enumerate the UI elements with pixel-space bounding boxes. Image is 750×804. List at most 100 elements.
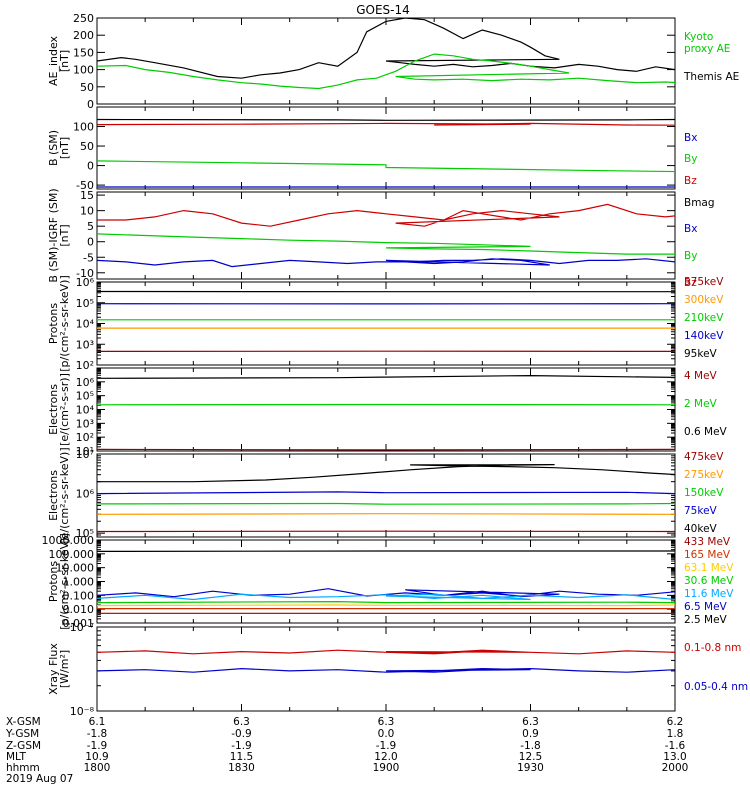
- legend-entry: 2 MeV: [684, 398, 718, 410]
- legend-entry: 2.5 MeV: [684, 614, 728, 626]
- legend-entry: 0.6 MeV: [684, 426, 728, 438]
- legend-entry: 140keV: [684, 330, 724, 342]
- ephemeris-value: 1930: [517, 762, 544, 774]
- series-line: [97, 492, 675, 494]
- y-tick-label: 10⁴: [76, 318, 95, 331]
- y-tick-label: 0: [87, 160, 94, 173]
- chart-title: GOES-14: [356, 3, 410, 17]
- y-tick-label: 10²: [76, 431, 94, 444]
- y-tick-label: 100: [73, 121, 94, 134]
- y-tick-label: 10⁻⁷: [70, 621, 94, 634]
- panel-4: 10²10³10⁴10⁵10⁶Protons[p/(cm²-s-sr-keV)]…: [47, 275, 724, 372]
- legend-entry: Themis AE: [683, 71, 739, 83]
- legend-entry: 575keV: [684, 276, 724, 288]
- y-axis-label-line: [e/(cm²-s-sr)]: [58, 373, 71, 446]
- y-axis-label: Protons[p/(cm²-s-sr-keV)]: [47, 275, 71, 372]
- legend-entry: 95keV: [684, 348, 718, 360]
- series-line: [97, 204, 750, 226]
- series-line: [97, 234, 750, 258]
- ephemeris-value: 1900: [373, 762, 400, 774]
- series-line: [97, 259, 750, 267]
- panel-frame: [97, 368, 675, 451]
- legend-entry: 30.6 MeV: [684, 575, 734, 587]
- y-axis-label-line: [e/(cm²-s-sr-keV)]: [58, 447, 71, 543]
- y-tick-label: 150: [73, 46, 94, 59]
- series-line: [97, 120, 675, 121]
- y-tick-label: 10⁴: [76, 404, 95, 417]
- panel-frame: [97, 540, 675, 623]
- legend-entry: 0.1-0.8 nm: [684, 642, 741, 654]
- legend-entry: Bx: [684, 223, 697, 235]
- series-line: [97, 54, 750, 91]
- y-axis-label: Electrons[e/(cm²-s-sr-keV)]: [47, 447, 71, 543]
- y-axis-label-line: [W/m²]: [58, 650, 71, 688]
- ephemeris-value: -0.9: [231, 728, 252, 740]
- legend-entry: 6.5 MeV: [684, 601, 728, 613]
- series-line: [97, 669, 750, 673]
- y-axis-label-line: [p/(cm²-s-sr-keV)]: [58, 275, 71, 372]
- legend-entry: 4 MeV: [684, 370, 718, 382]
- ephemeris-value: -1.8: [87, 728, 108, 740]
- series-line: [97, 504, 675, 505]
- y-tick-label: 10⁶: [76, 276, 95, 289]
- panel-frame: [97, 627, 675, 711]
- y-tick-label: 10: [80, 205, 94, 218]
- ephemeris-value: 2000: [662, 762, 689, 774]
- legend-entry: Bz: [684, 175, 697, 187]
- ephemeris-value: 6.3: [378, 716, 395, 728]
- legend-entry: Bx: [684, 132, 697, 144]
- y-axis-label: B (SM)-IGRF (SM)[nT]: [47, 188, 71, 282]
- panel-7: 0.0010.0100.1001.00010.000100.0001000.00…: [42, 533, 750, 630]
- ephemeris-value: 6.2: [667, 716, 684, 728]
- y-axis-label: B (SM)[nT]: [47, 130, 71, 166]
- ephemeris-value: 1830: [228, 762, 255, 774]
- ephemeris-value: 1800: [84, 762, 111, 774]
- ephemeris-row-label: Y-GSM: [5, 728, 39, 740]
- legend-entry: proxy AE: [684, 43, 730, 55]
- series-line: [97, 602, 675, 603]
- panel-6: 10⁵10⁶10⁷Electrons[e/(cm²-s-sr-keV)]475k…: [47, 447, 750, 543]
- y-axis-label: Electrons[e/(cm²-s-sr)]: [47, 373, 71, 446]
- y-axis-label-line: [nT]: [58, 224, 71, 246]
- y-axis-label-line: [nT]: [58, 50, 71, 72]
- series-line: [97, 376, 675, 379]
- legend-entry: Kyoto: [684, 31, 713, 43]
- legend-entry: 165 MeV: [684, 549, 731, 561]
- ephemeris-value: 0.9: [522, 728, 539, 740]
- legend-entry: 300keV: [684, 294, 724, 306]
- series-line: [97, 594, 750, 599]
- y-tick-label: 200: [73, 29, 94, 42]
- ephemeris-value: 6.3: [522, 716, 539, 728]
- series-line: [97, 449, 675, 450]
- legend-entry: 63.1 MeV: [684, 562, 734, 574]
- y-tick-label: 0: [87, 98, 94, 111]
- y-tick-label: 10³: [76, 338, 94, 351]
- ephemeris-row-label: 2019 Aug 07: [6, 773, 73, 785]
- series-line: [97, 650, 750, 654]
- y-tick-label: 250: [73, 12, 94, 25]
- legend-entry: 75keV: [684, 505, 718, 517]
- y-tick-label: 10⁷: [76, 448, 94, 461]
- legend-entry: 433 MeV: [684, 536, 731, 548]
- y-tick-label: -5: [83, 251, 94, 264]
- y-tick-label: 10⁵: [76, 297, 94, 310]
- legend-entry: 210keV: [684, 312, 724, 324]
- series-line: [97, 123, 723, 126]
- panel-5: 10¹10²10³10⁴10⁵10⁶Electrons[e/(cm²-s-sr)…: [47, 368, 728, 458]
- series-line: [97, 514, 675, 515]
- y-tick-label: 50: [80, 140, 94, 153]
- y-tick-label: 50: [80, 81, 94, 94]
- legend-entry: By: [684, 250, 697, 262]
- panel-frame: [97, 282, 675, 365]
- legend-entry: 11.6 MeV: [684, 588, 734, 600]
- series-line: [97, 465, 750, 482]
- legend-entry: 0.05-0.4 nm: [684, 681, 748, 693]
- y-tick-label: 10⁶: [76, 488, 95, 501]
- y-tick-label: 5: [87, 220, 94, 233]
- ephemeris-value: 1.8: [667, 728, 684, 740]
- legend-entry: 475keV: [684, 451, 724, 463]
